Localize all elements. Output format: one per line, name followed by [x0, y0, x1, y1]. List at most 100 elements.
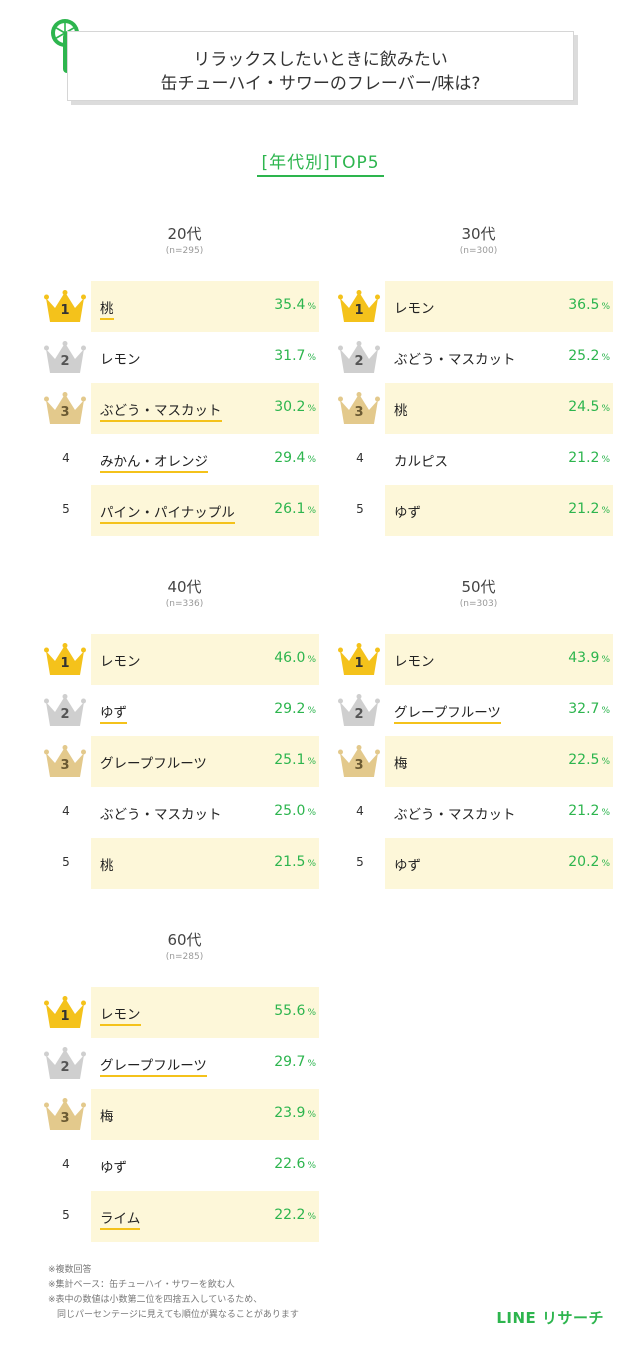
flavor-name: カルピス [394, 454, 448, 470]
row-background [385, 634, 613, 685]
rank-cell: 3 [42, 736, 90, 787]
value-number: 22.5 [568, 752, 600, 768]
silver-crown-icon [44, 694, 86, 726]
percentage-value: 21.2% [568, 450, 610, 466]
percent-unit: % [601, 808, 610, 818]
row-background [385, 736, 613, 787]
value-number: 21.2 [568, 803, 600, 819]
rank-cell: 1 [336, 634, 384, 685]
silver-crown-icon [338, 694, 380, 726]
value-number: 30.2 [274, 399, 306, 415]
percent-unit: % [601, 302, 610, 312]
value-number: 25.1 [274, 752, 306, 768]
value-number: 22.6 [274, 1156, 306, 1172]
bronze-crown-icon [44, 1098, 86, 1130]
bronze-crown-icon [44, 745, 86, 777]
ranking-table: 30代 (n=300) 1 レモン 36.5% 2 ぶどう・マスカット 25.2% 3 桃 24.5… [336, 223, 621, 536]
flavor-name: ぶどう・マスカット [394, 807, 516, 823]
row-background [91, 1191, 319, 1242]
rank-number: 4 [356, 451, 364, 465]
gold-crown-icon [44, 996, 86, 1028]
value-number: 32.7 [568, 701, 600, 717]
row-background [91, 736, 319, 787]
footnote: ※表中の数値は小数第二位を四捨五入しているため、 [48, 1295, 263, 1305]
age-group-title: 20代 [167, 225, 202, 243]
table-row: 3 桃 24.5% [336, 383, 621, 434]
footnotes: ※複数回答 ※集計ベース：缶チューハイ・サワーを飲む人 ※表中の数値は小数第二位… [48, 1263, 299, 1323]
flavor-name: ぶどう・マスカット [100, 807, 222, 823]
title-line-1: リラックスしたいときに飲みたい [193, 50, 448, 70]
rank-number: 2 [60, 707, 70, 722]
flavor-name: グレープフルーツ [100, 1054, 207, 1077]
rank-number: 3 [60, 1111, 70, 1126]
flavor-name: ライム [100, 1207, 141, 1230]
rank-number: 4 [62, 1157, 70, 1171]
value-number: 26.1 [274, 501, 306, 517]
sample-size: (n=285) [165, 952, 204, 962]
table-row: 4 ぶどう・マスカット 25.0% [42, 787, 327, 838]
percent-unit: % [307, 1110, 316, 1120]
table-row: 2 グレープフルーツ 29.7% [42, 1038, 327, 1089]
rank-number: 1 [60, 303, 70, 318]
value-number: 43.9 [568, 650, 600, 666]
percent-unit: % [601, 706, 610, 716]
sample-size: (n=303) [459, 599, 498, 609]
percentage-value: 25.0% [274, 803, 316, 819]
rank-cell: 3 [336, 383, 384, 434]
value-number: 21.5 [274, 854, 306, 870]
rank-number: 4 [62, 804, 70, 818]
percentage-value: 21.2% [568, 803, 610, 819]
rank-number: 5 [62, 1208, 70, 1222]
row-background [91, 1089, 319, 1140]
percentage-value: 24.5% [568, 399, 610, 415]
percentage-value: 22.2% [274, 1207, 316, 1223]
rank-number: 2 [354, 354, 364, 369]
ranking-table: 50代 (n=303) 1 レモン 43.9% 2 グレープフルーツ 32.7% 3 梅 22.5%… [336, 576, 621, 889]
table-row: 2 ゆず 29.2% [42, 685, 327, 736]
percent-unit: % [601, 757, 610, 767]
value-number: 23.9 [274, 1105, 306, 1121]
row-background [91, 281, 319, 332]
percent-unit: % [307, 353, 316, 363]
value-number: 21.2 [568, 450, 600, 466]
percentage-value: 23.9% [274, 1105, 316, 1121]
table-row: 5 パイン・パイナップル 26.1% [42, 485, 327, 536]
flavor-name: グレープフルーツ [100, 756, 207, 772]
rank-number: 5 [356, 502, 364, 516]
percent-unit: % [601, 353, 610, 363]
percentage-value: 31.7% [274, 348, 316, 364]
row-background [385, 281, 613, 332]
row-background [91, 987, 319, 1038]
percent-unit: % [601, 506, 610, 516]
flavor-name: パイン・パイナップル [100, 501, 235, 524]
table-row: 5 桃 21.5% [42, 838, 327, 889]
age-group-title: 30代 [461, 225, 496, 243]
percentage-value: 22.6% [274, 1156, 316, 1172]
percentage-value: 46.0% [274, 650, 316, 666]
percentage-value: 25.1% [274, 752, 316, 768]
flavor-name: レモン [394, 301, 435, 317]
rank-cell: 2 [42, 685, 90, 736]
flavor-name: 桃 [100, 858, 114, 874]
table-row: 4 ゆず 22.6% [42, 1140, 327, 1191]
percentage-value: 29.2% [274, 701, 316, 717]
percentage-value: 43.9% [568, 650, 610, 666]
rank-number: 5 [62, 855, 70, 869]
row-background [385, 838, 613, 889]
flavor-name: グレープフルーツ [394, 701, 501, 724]
footnote: 同じパーセンテージに見えても順位が異なることがあります [48, 1310, 299, 1320]
table-row: 4 カルピス 21.2% [336, 434, 621, 485]
subtitle: [年代別]TOP5 [0, 148, 641, 177]
rank-number: 4 [62, 451, 70, 465]
percent-unit: % [307, 757, 316, 767]
value-number: 46.0 [274, 650, 306, 666]
flavor-name: 梅 [100, 1109, 114, 1125]
value-number: 31.7 [274, 348, 306, 364]
rank-cell: 1 [42, 987, 90, 1038]
percentage-value: 29.4% [274, 450, 316, 466]
rank-number: 5 [356, 855, 364, 869]
value-number: 25.0 [274, 803, 306, 819]
bronze-crown-icon [338, 745, 380, 777]
rank-cell: 1 [336, 281, 384, 332]
table-row: 1 レモン 55.6% [42, 987, 327, 1038]
